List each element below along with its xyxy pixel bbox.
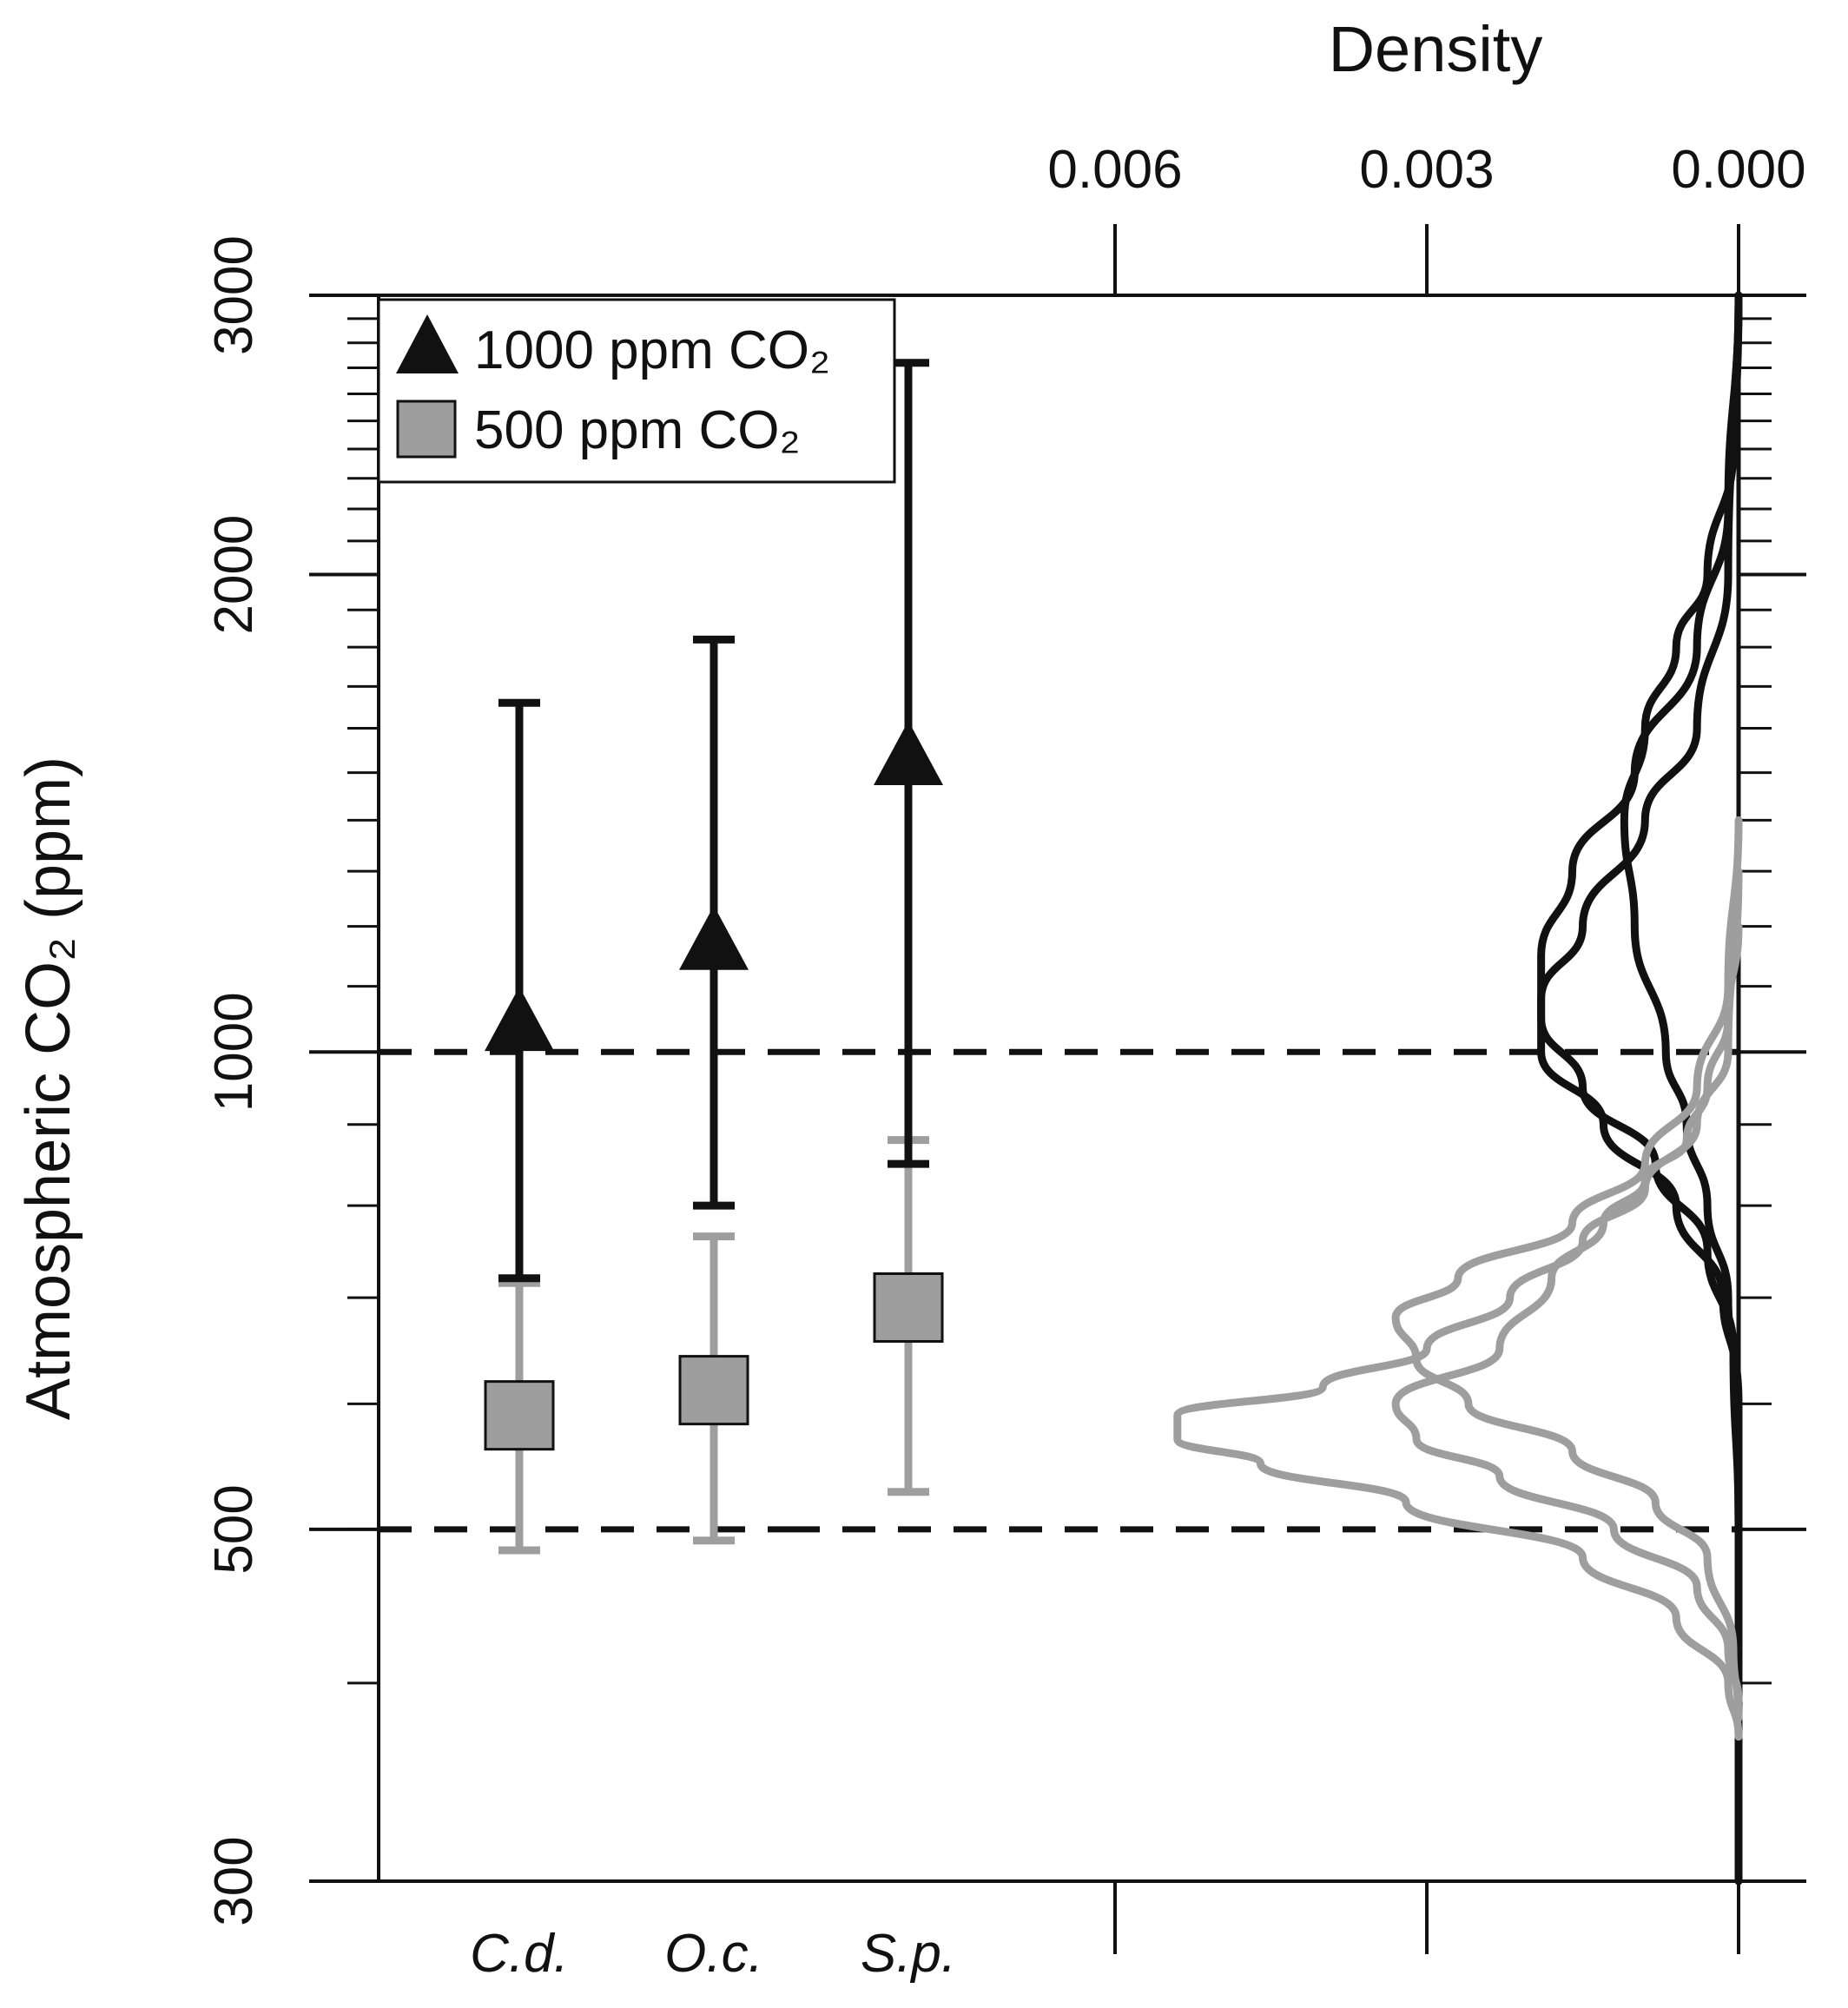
category-labels: C.d. O.c. S.p. — [470, 1924, 956, 1984]
right-y-ticks — [1739, 294, 1806, 1883]
y-tick-label: 3000 — [204, 235, 264, 355]
y-tick-label: 500 — [204, 1484, 264, 1574]
density-ticks — [1113, 224, 1741, 1954]
legend-box — [377, 298, 896, 484]
markers — [484, 720, 944, 1451]
y-minor-ticks — [347, 294, 379, 1883]
density-axis-title: Density — [1329, 13, 1543, 85]
legend-square-marker — [396, 400, 457, 459]
y-tick-label: 1000 — [204, 992, 264, 1112]
density-curve — [1391, 922, 1743, 1705]
triangle-marker — [485, 987, 554, 1052]
triangle-marker — [874, 720, 943, 785]
square-marker — [484, 1380, 555, 1451]
y-axis-title: Atmospheric CO₂ (ppm) — [14, 756, 83, 1420]
density-tick-label: 0.000 — [1671, 140, 1805, 200]
category-label: C.d. — [470, 1924, 569, 1984]
density-curves — [1173, 291, 1743, 1886]
density-tick-label: 0.003 — [1359, 140, 1494, 200]
legend-label: 1000 ppm CO₂ — [474, 320, 830, 380]
y-tick-label: 300 — [204, 1836, 264, 1925]
legend: 1000 ppm CO₂ 500 ppm CO₂ — [377, 298, 896, 484]
triangle-marker — [679, 905, 749, 970]
density-tick-labels: 0.006 0.003 0.000 — [1047, 140, 1805, 200]
density-curve — [1620, 291, 1743, 1886]
square-marker — [873, 1272, 944, 1343]
square-marker — [678, 1355, 749, 1426]
legend-label: 500 ppm CO₂ — [474, 400, 801, 460]
category-label: S.p. — [861, 1924, 956, 1984]
y-major-ticks — [309, 294, 379, 1883]
plot-frame — [377, 294, 1740, 1883]
y-tick-label: 2000 — [204, 515, 264, 635]
category-label: O.c. — [664, 1924, 763, 1984]
reference-lines — [379, 1048, 1739, 1533]
density-tick-label: 0.006 — [1047, 140, 1182, 200]
density-curve — [1391, 816, 1743, 1723]
legend-triangle-marker — [396, 314, 459, 373]
y-tick-labels: 300 500 1000 2000 3000 — [204, 235, 264, 1926]
